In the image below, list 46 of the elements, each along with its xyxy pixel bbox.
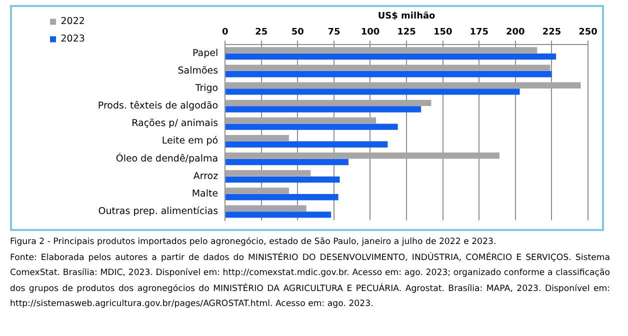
bar bbox=[226, 134, 289, 142]
x-tick-label: 225 bbox=[542, 28, 562, 38]
x-tick-label: 75 bbox=[328, 28, 340, 38]
x-axis-title: US$ milhão bbox=[378, 12, 436, 22]
y-tick-label: Rações p/ animais bbox=[132, 118, 218, 130]
bar bbox=[226, 53, 556, 60]
bar bbox=[226, 176, 340, 183]
bar bbox=[226, 205, 306, 212]
bar bbox=[226, 212, 332, 218]
y-tick-label: Outras prep. alimentícias bbox=[98, 206, 218, 217]
bar bbox=[226, 194, 338, 200]
bar bbox=[226, 117, 376, 124]
source-note: Fonte: Elaborada pelos autores a partir de dados do MINISTÉRIO DO DESENVOLVIMENTO, INDÚSTRIA, COMÉRCIO E SERVIÇOS. Sistema ComexStat. Brasília: MDIC, 2023. Disponível em: http://comexstat.mdic.gov.br. Acesso em: ago. 2023; organizado conforme a classificação dos grupos de produtos dos agronegócios do MINISTÉRIO DA AGRICULTURA E PECUÁRIA. Agrostat. Brasília: MAPA, 2023. Disponível em: http://sistemasweb.agricultura.gov.br/pages/AGROSTAT.html. Acesso em: ago. 2023. bbox=[10, 251, 610, 311]
y-tick-label: Óleo de dendê/palma bbox=[116, 152, 218, 164]
legend-label: 2023 bbox=[60, 34, 85, 45]
y-tick-label: Papel bbox=[192, 48, 218, 59]
x-tick-label: 200 bbox=[506, 28, 525, 38]
y-tick-label: Leite em pó bbox=[162, 136, 218, 147]
x-tick-label: 50 bbox=[291, 28, 304, 38]
x-tick-label: 25 bbox=[255, 28, 268, 38]
x-tick-label: 125 bbox=[397, 28, 416, 38]
bar bbox=[226, 152, 500, 159]
bar bbox=[226, 71, 552, 78]
x-tick-label: 175 bbox=[470, 28, 489, 38]
y-tick-label: Arroz bbox=[193, 170, 218, 182]
text: Figura 2 - Principais produtos importados pelo agronegócio, estado de São Paulo, janeiro a julho de 2022 e 2023. bbox=[10, 236, 498, 249]
bar bbox=[226, 188, 289, 194]
y-tick-label: Salmões bbox=[178, 65, 218, 76]
legend-label: 2022 bbox=[60, 16, 85, 28]
bar bbox=[226, 158, 348, 166]
x-tick-label: 0 bbox=[222, 28, 228, 38]
bar bbox=[226, 88, 520, 95]
bar bbox=[226, 124, 398, 130]
bar bbox=[226, 106, 422, 112]
bar bbox=[226, 141, 388, 148]
y-tick-label: Trigo bbox=[194, 82, 218, 94]
x-tick-label: 100 bbox=[360, 28, 380, 38]
bar bbox=[226, 47, 538, 54]
bar bbox=[226, 100, 432, 106]
bar bbox=[226, 170, 311, 176]
bar bbox=[226, 82, 581, 88]
x-tick-label: 250 bbox=[578, 28, 598, 38]
y-tick-label: Prods. têxteis de algodão bbox=[98, 100, 218, 112]
x-tick-label: 150 bbox=[433, 28, 452, 38]
bar bbox=[226, 64, 550, 71]
y-tick-label: Malte bbox=[192, 188, 218, 200]
